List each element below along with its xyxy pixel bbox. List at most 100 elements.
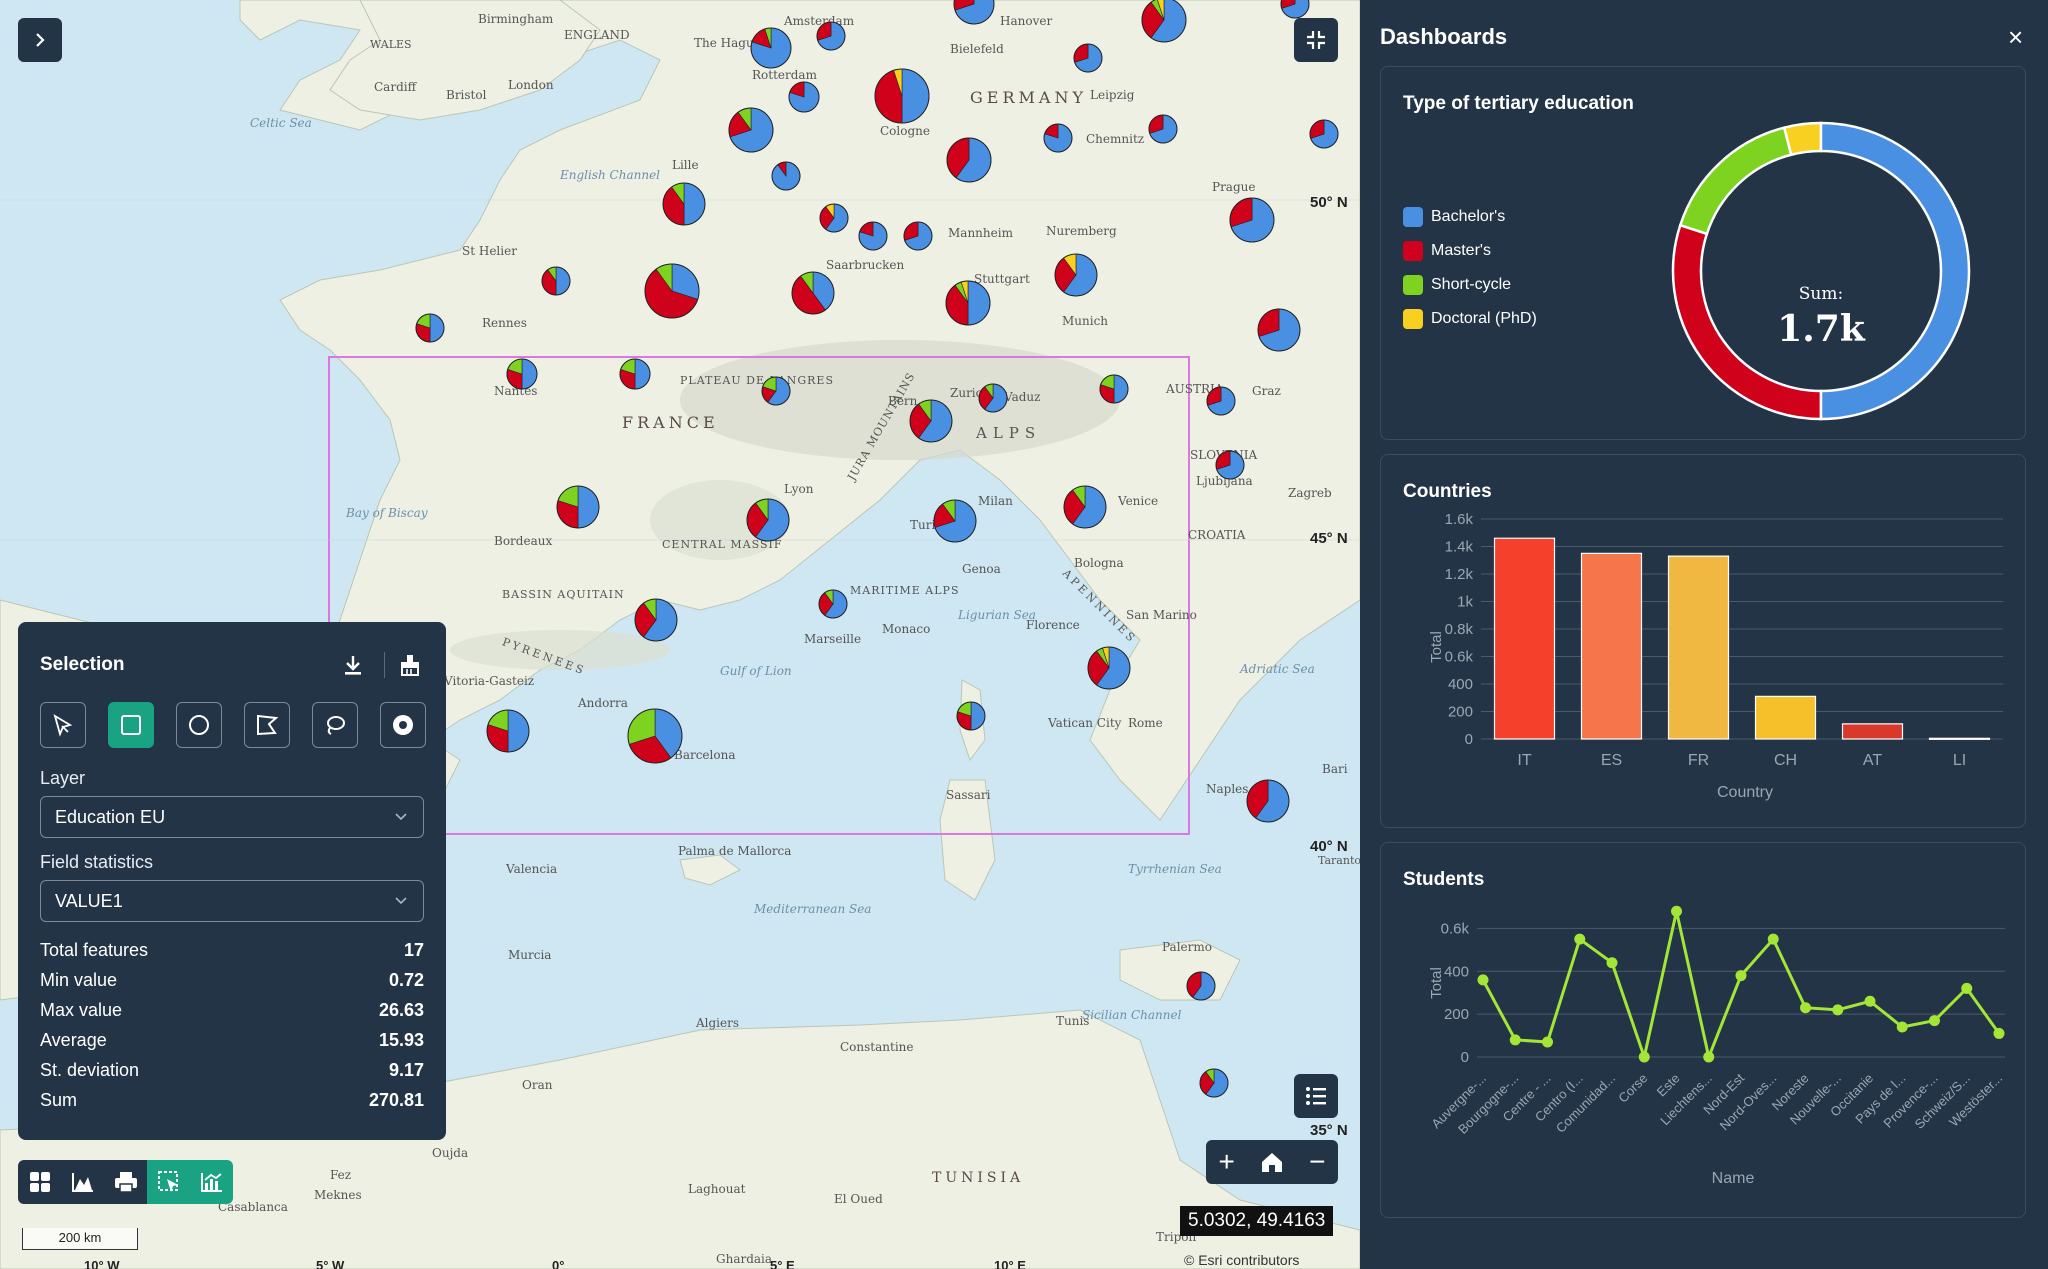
legend-item[interactable]: Short-cycle [1403, 275, 1511, 295]
donut-chart[interactable]: Sum: 1.7k [1661, 111, 1981, 431]
data-point[interactable] [1929, 1015, 1940, 1027]
pie-marker[interactable] [1246, 779, 1290, 823]
pie-marker[interactable] [486, 709, 530, 753]
pie-marker[interactable] [1063, 485, 1107, 529]
pie-marker[interactable] [662, 182, 706, 226]
pie-marker[interactable] [933, 499, 977, 543]
pie-marker[interactable] [818, 589, 848, 619]
donut-slice[interactable] [1819, 121, 1971, 421]
pie-marker[interactable] [791, 271, 835, 315]
data-point[interactable] [1542, 1036, 1553, 1048]
pie-marker[interactable] [634, 598, 678, 642]
pie-marker[interactable] [874, 68, 930, 124]
map-view[interactable]: FRANCE GERMANY ENGLAND WALES TUNISIA AUS… [0, 0, 1360, 1269]
data-point[interactable] [1703, 1051, 1715, 1063]
data-point[interactable] [1767, 933, 1779, 945]
data-point[interactable] [1509, 1034, 1521, 1046]
pie-marker[interactable] [627, 708, 683, 764]
pie-marker[interactable] [1199, 1068, 1229, 1098]
clear-selection-icon[interactable] [398, 654, 422, 676]
pie-marker[interactable] [1087, 646, 1131, 690]
lasso-select-tool[interactable] [312, 702, 358, 748]
pie-marker[interactable] [619, 358, 651, 390]
data-point[interactable] [1477, 974, 1489, 986]
data-point[interactable] [1864, 995, 1876, 1007]
exit-fullscreen-button[interactable] [1294, 18, 1338, 62]
map-pie-markers[interactable] [0, 0, 1360, 1269]
point-buffer-tool[interactable] [380, 702, 426, 748]
dashboard-tool-button[interactable] [18, 1160, 61, 1204]
pie-marker[interactable] [750, 27, 792, 69]
field-select[interactable]: VALUE1 [40, 880, 424, 922]
statistics-tool-button[interactable] [190, 1160, 233, 1204]
pie-marker[interactable] [1229, 197, 1275, 243]
data-point[interactable] [1800, 1002, 1811, 1014]
pie-marker[interactable] [1073, 43, 1103, 73]
pie-marker[interactable] [1215, 450, 1245, 480]
legend-item[interactable]: Doctoral (PhD) [1403, 309, 1537, 329]
data-point[interactable] [1638, 1051, 1650, 1063]
rectangle-select-tool[interactable] [108, 702, 154, 748]
pie-marker[interactable] [761, 376, 791, 406]
pie-marker[interactable] [1141, 0, 1187, 43]
pie-marker[interactable] [956, 701, 986, 731]
countries-bar-chart[interactable]: Total Country 0 200 400 0.6k 0.8k 1k 1.2k 1.4k 1… [1381, 455, 2027, 829]
polygon-select-tool[interactable] [244, 702, 290, 748]
pie-marker[interactable] [946, 137, 992, 183]
donut-slice[interactable] [1671, 223, 1823, 421]
elevation-tool-button[interactable] [61, 1160, 104, 1204]
pie-marker[interactable] [415, 313, 445, 343]
pie-marker[interactable] [506, 358, 538, 390]
data-point[interactable] [1671, 905, 1682, 917]
pie-marker[interactable] [1054, 253, 1098, 297]
donut-slice[interactable] [1678, 126, 1793, 236]
close-dashboard-button[interactable]: × [2008, 22, 2024, 52]
pie-marker[interactable] [788, 81, 820, 113]
pie-marker[interactable] [728, 107, 774, 153]
pie-marker[interactable] [978, 383, 1008, 413]
pie-marker[interactable] [1206, 386, 1236, 416]
pie-marker[interactable] [556, 485, 600, 529]
zoom-out-button[interactable]: − [1309, 1146, 1326, 1177]
pointer-select-tool[interactable] [40, 702, 86, 748]
legend-item[interactable]: Bachelor's [1403, 207, 1505, 227]
pie-marker[interactable] [819, 203, 849, 233]
legend-item[interactable]: Master's [1403, 241, 1491, 261]
data-point[interactable] [1735, 970, 1747, 982]
pie-marker[interactable] [953, 0, 995, 25]
data-point[interactable] [1606, 957, 1618, 969]
pie-marker[interactable] [746, 498, 790, 542]
pie-marker[interactable] [903, 221, 933, 251]
pie-marker[interactable] [1309, 119, 1339, 149]
students-line-chart[interactable]: Total Name 02004000.6kAuvergne-...Bourgo… [1381, 843, 2027, 1219]
data-point[interactable] [1961, 982, 1973, 994]
download-icon[interactable] [342, 654, 364, 676]
layer-select[interactable]: Education EU [40, 796, 424, 838]
circle-select-tool[interactable] [176, 702, 222, 748]
expand-sidebar-button[interactable] [18, 18, 62, 62]
print-tool-button[interactable] [104, 1160, 147, 1204]
pie-marker[interactable] [1148, 114, 1178, 144]
pie-marker[interactable] [1099, 374, 1129, 404]
bar[interactable] [1493, 537, 1556, 740]
data-point[interactable] [1574, 933, 1586, 945]
bar[interactable] [1580, 552, 1643, 740]
pie-marker[interactable] [858, 221, 888, 251]
pie-marker[interactable] [945, 280, 991, 326]
pie-marker[interactable] [541, 266, 571, 296]
pie-marker[interactable] [1043, 123, 1073, 153]
zoom-in-button[interactable]: + [1218, 1146, 1235, 1177]
home-icon[interactable] [1260, 1151, 1284, 1173]
pie-marker[interactable] [771, 161, 801, 191]
bar[interactable] [1928, 737, 1991, 740]
data-point[interactable] [1993, 1027, 2005, 1039]
data-point[interactable] [1832, 1004, 1844, 1016]
bar[interactable] [1841, 723, 1904, 740]
pie-marker[interactable] [644, 263, 700, 319]
pie-marker[interactable] [1186, 971, 1216, 1001]
bar[interactable] [1754, 695, 1817, 740]
pie-marker[interactable] [1280, 0, 1310, 19]
pie-marker[interactable] [909, 399, 953, 443]
data-point[interactable] [1896, 1021, 1908, 1033]
pie-marker[interactable] [1257, 308, 1301, 352]
